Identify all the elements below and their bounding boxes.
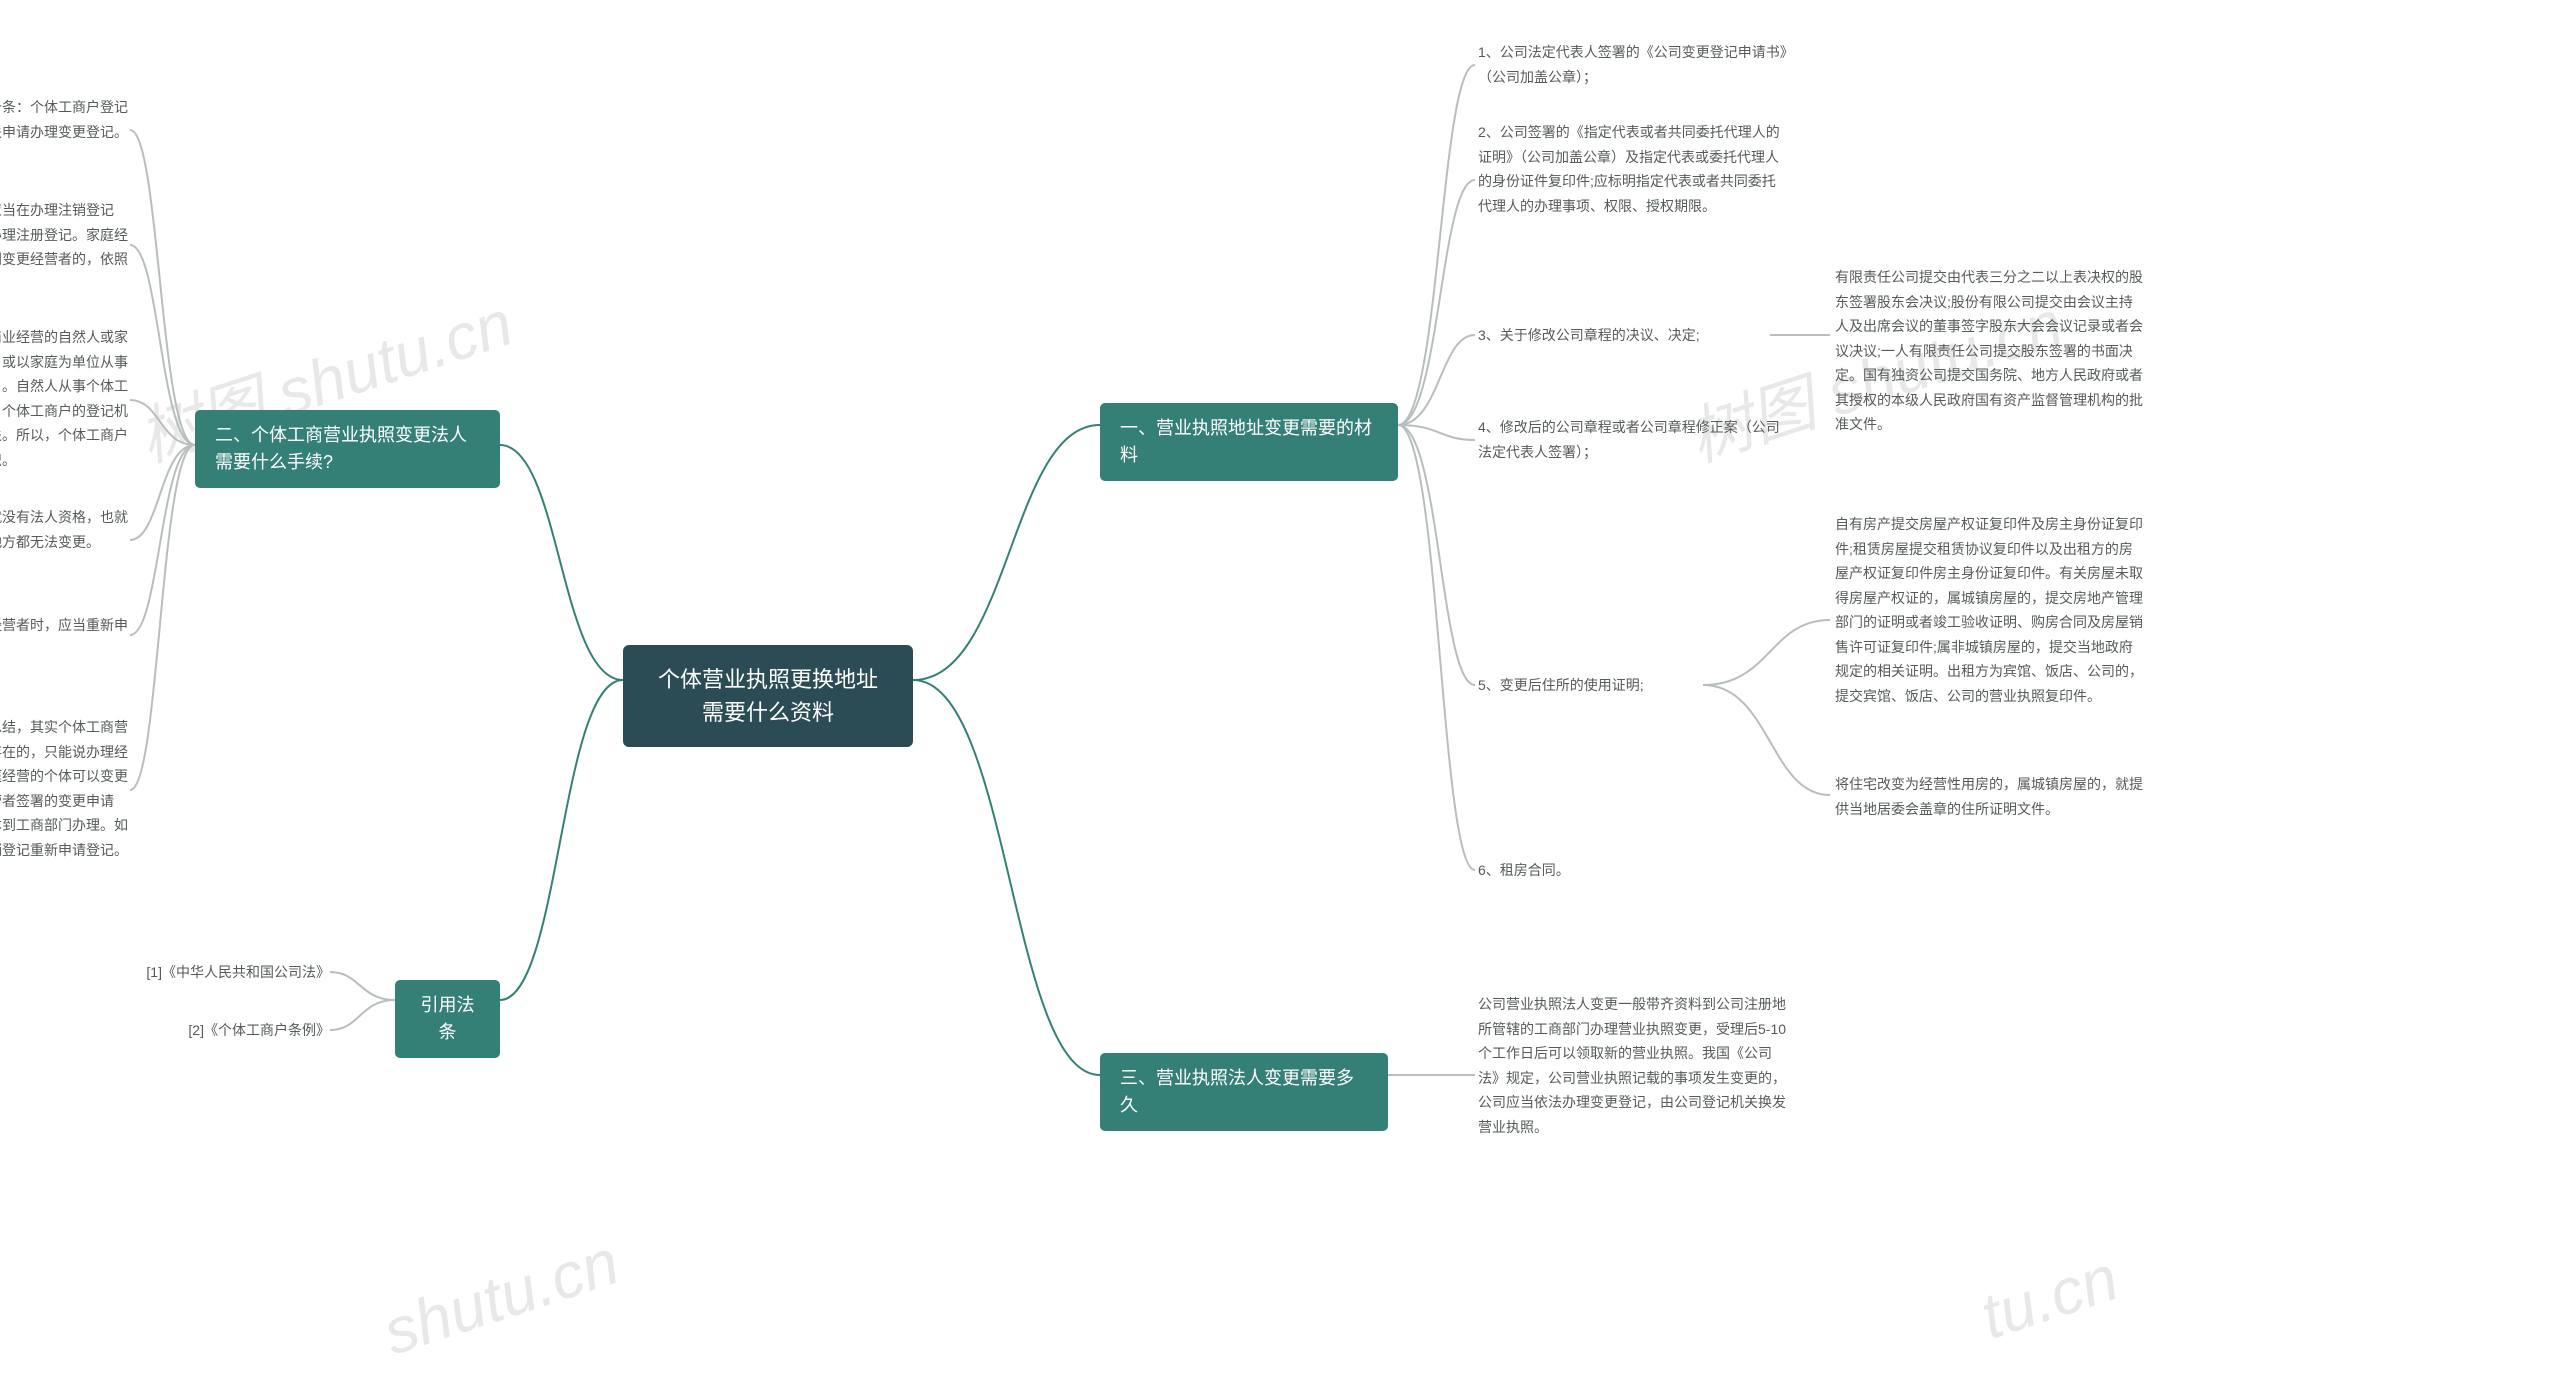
branch-label: 引用法条 bbox=[421, 995, 475, 1042]
branch-label: 三、营业执照法人变更需要多久 bbox=[1120, 1068, 1354, 1115]
branch-citations: 引用法条 bbox=[395, 980, 500, 1058]
leaf-sub: 自有房产提交房屋产权证复印件及房主身份证复印件;租赁房屋提交租赁协议复印件以及出… bbox=[1835, 512, 2145, 708]
leaf-item: 个体工商户变更经营者的，应当在办理注销登记后，由新的经营者重新申请办理注册登记。… bbox=[0, 198, 130, 296]
root-node: 个体营业执照更换地址需要什么资料 bbox=[623, 645, 913, 747]
leaf-item: 2、公司签署的《指定代表或者共同委托代理人的证明》（公司加盖公章）及指定代表或委… bbox=[1478, 120, 1788, 218]
leaf-item: 1、公司法定代表人签署的《公司变更登记申请书》（公司加盖公章）； bbox=[1478, 40, 1788, 89]
leaf-sub: 将住宅改变为经营性用房的，属城镇房屋的，就提供当地居委会盖章的住所证明文件。 bbox=[1835, 772, 2145, 821]
leaf-item: 根据《个体工商户条例》第十条：个体工商户登记事项变更的，应当向登记机关申请办理变… bbox=[0, 95, 130, 144]
leaf-item: [1]《中华人民共和国公司法》 bbox=[120, 960, 330, 985]
watermark: shutu.cn bbox=[374, 1224, 627, 1369]
root-label: 个体营业执照更换地址需要什么资料 bbox=[658, 667, 878, 725]
leaf-item: 3、关于修改公司章程的决议、决定; bbox=[1478, 323, 1768, 348]
leaf-item: 对以上内容我们进行了一个总结，其实个体工商营业执照变更法人这一说是不存在的，只能… bbox=[0, 715, 130, 862]
leaf-item: 其次，个体工商户是从事工商业经营的自然人或家庭。自然人或以个人为单位，或以家庭为… bbox=[0, 325, 130, 472]
leaf-item: 个人经营的个体工商户改变经营者时，应当重新申请登记。 bbox=[0, 613, 130, 662]
branch-procedure: 二、个体工商营业执照变更法人需要什么手续? bbox=[195, 410, 500, 488]
branch-label: 二、个体工商营业执照变更法人需要什么手续? bbox=[215, 425, 467, 472]
leaf-sub: 有限责任公司提交由代表三分之二以上表决权的股东签署股东会决议;股份有限公司提交由… bbox=[1835, 265, 2145, 437]
leaf-item: 也就是说，个体工商户根本就没有法人资格，也就是没有法定代表人，在任何地方都无法变… bbox=[0, 505, 130, 554]
mindmap-connectors bbox=[0, 0, 2560, 1374]
branch-duration: 三、营业执照法人变更需要多久 bbox=[1100, 1053, 1388, 1131]
leaf-item: 4、修改后的公司章程或者公司章程修正案（公司法定代表人签署）； bbox=[1478, 415, 1788, 464]
branch-materials: 一、营业执照地址变更需要的材料 bbox=[1100, 403, 1398, 481]
branch-label: 一、营业执照地址变更需要的材料 bbox=[1120, 418, 1372, 465]
leaf-item: [2]《个体工商户条例》 bbox=[155, 1018, 330, 1043]
leaf-item: 6、租房合同。 bbox=[1478, 858, 1788, 883]
watermark: tu.cn bbox=[1972, 1240, 2127, 1353]
leaf-item: 5、变更后住所的使用证明; bbox=[1478, 673, 1703, 698]
leaf-item: 公司营业执照法人变更一般带齐资料到公司注册地所管辖的工商部门办理营业执照变更，受… bbox=[1478, 992, 1788, 1139]
